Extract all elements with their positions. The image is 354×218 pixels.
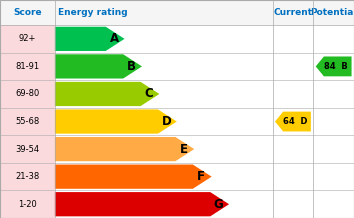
Polygon shape bbox=[55, 192, 229, 216]
Text: Score: Score bbox=[13, 8, 42, 17]
Bar bbox=[0, 191, 55, 218]
Polygon shape bbox=[275, 112, 311, 131]
Bar bbox=[0, 25, 55, 53]
Text: F: F bbox=[197, 170, 205, 183]
Polygon shape bbox=[55, 27, 125, 51]
Text: 64  D: 64 D bbox=[283, 117, 308, 126]
Bar bbox=[0, 135, 55, 163]
Polygon shape bbox=[55, 54, 142, 78]
Text: 55-68: 55-68 bbox=[15, 117, 40, 126]
Bar bbox=[0, 163, 55, 191]
Polygon shape bbox=[55, 137, 194, 161]
Text: 84  B: 84 B bbox=[325, 62, 348, 71]
Text: Potential: Potential bbox=[310, 8, 354, 17]
Text: 1-20: 1-20 bbox=[18, 200, 37, 209]
Bar bbox=[0, 0, 354, 25]
Text: Energy rating: Energy rating bbox=[58, 8, 128, 17]
Polygon shape bbox=[55, 109, 177, 134]
Text: G: G bbox=[214, 198, 224, 211]
Polygon shape bbox=[316, 56, 352, 76]
Text: A: A bbox=[110, 32, 119, 45]
Text: 21-38: 21-38 bbox=[15, 172, 40, 181]
Text: 92+: 92+ bbox=[19, 34, 36, 43]
Text: E: E bbox=[180, 143, 188, 156]
Text: C: C bbox=[145, 87, 153, 100]
Text: D: D bbox=[161, 115, 171, 128]
Polygon shape bbox=[55, 165, 212, 189]
Text: B: B bbox=[127, 60, 136, 73]
Bar bbox=[0, 53, 55, 80]
Text: 81-91: 81-91 bbox=[15, 62, 40, 71]
Text: 39-54: 39-54 bbox=[15, 145, 40, 154]
Text: Current: Current bbox=[273, 8, 313, 17]
Polygon shape bbox=[55, 82, 159, 106]
Bar bbox=[0, 108, 55, 135]
Text: 69-80: 69-80 bbox=[15, 89, 40, 99]
Bar bbox=[0, 80, 55, 108]
